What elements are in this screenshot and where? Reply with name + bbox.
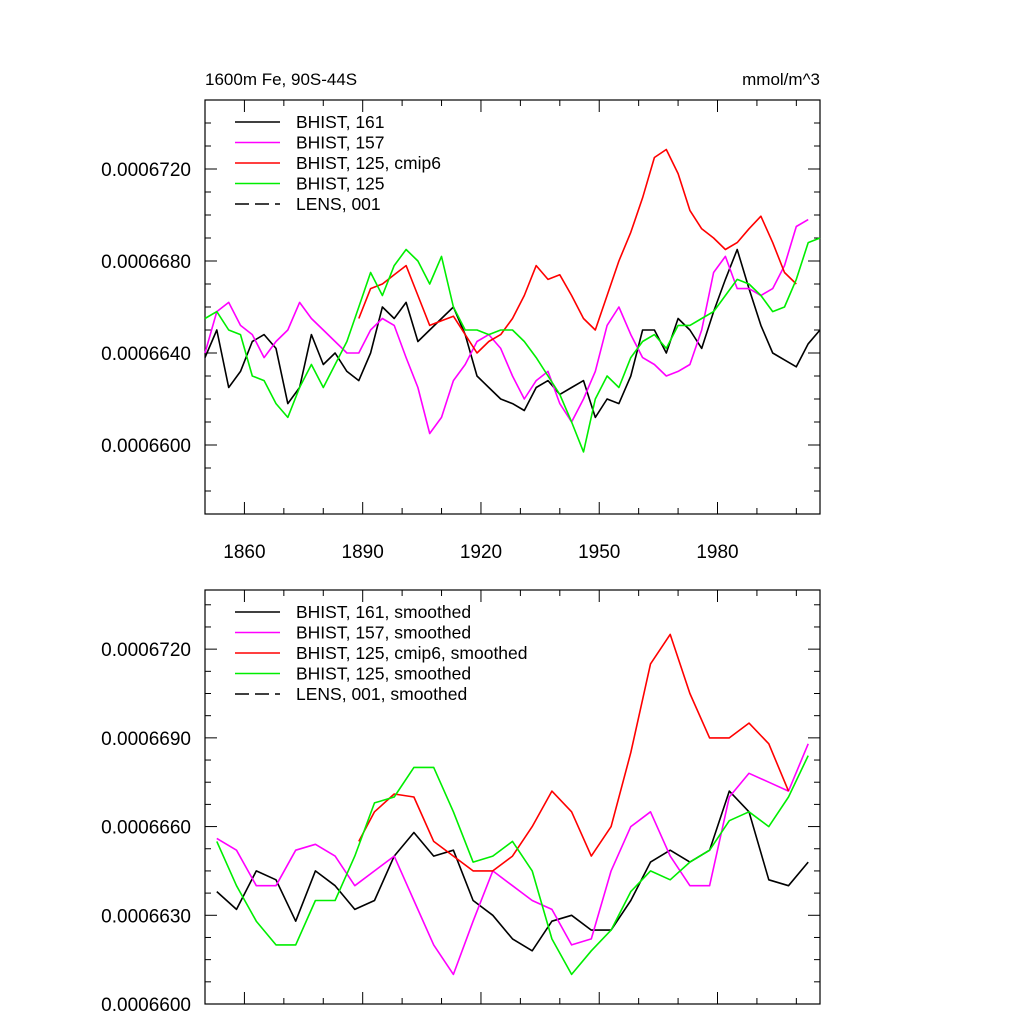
x-tick-label: 1890 <box>342 542 384 563</box>
x-tick-label: 1860 <box>223 542 265 563</box>
y-tick-label: 0.0006630 <box>101 906 191 927</box>
bottom-plot-frame <box>204 589 821 1005</box>
legend-label-1: BHIST, 157 <box>296 133 385 153</box>
y-tick-label: 0.0006690 <box>101 729 191 750</box>
top-panel: 1600m Fe, 90S-44S mmol/m^3 1860 1890 1920 1… <box>101 70 821 563</box>
legend-label-4: LENS, 001, smoothed <box>296 684 467 704</box>
legend-label-0: BHIST, 161 <box>296 112 385 132</box>
y-tick-label: 0.0006600 <box>101 995 191 1016</box>
y-tick-label: 0.0006720 <box>101 640 191 661</box>
series-line-3 <box>216 755 809 976</box>
series-line-2 <box>358 148 797 354</box>
series-line-3 <box>204 237 821 453</box>
legend-label-1: BHIST, 157, smoothed <box>296 623 471 643</box>
y-tick-label: 0.0006640 <box>101 344 191 365</box>
series-line-2 <box>358 633 790 872</box>
legend-label-2: BHIST, 125, cmip6, smoothed <box>296 643 528 663</box>
top-panel-series <box>204 148 821 453</box>
top-panel-units: mmol/m^3 <box>742 70 820 89</box>
series-line-0 <box>204 248 821 419</box>
series-line-0 <box>216 790 809 952</box>
x-tick-label: 1980 <box>696 542 738 563</box>
series-line-1 <box>204 218 809 435</box>
legend-label-2: BHIST, 125, cmip6 <box>296 153 441 173</box>
y-tick-label: 0.0006660 <box>101 818 191 839</box>
legend-label-0: BHIST, 161, smoothed <box>296 602 471 622</box>
y-tick-label: 0.0006680 <box>101 252 191 273</box>
y-tick-label: 0.0006720 <box>101 160 191 181</box>
bottom-panel: 0.0006600 0.0006630 0.0006660 0.0006690 0.00… <box>101 589 821 1016</box>
legend-label-4: LENS, 001 <box>296 194 381 214</box>
legend-label-3: BHIST, 125 <box>296 174 385 194</box>
top-panel-title: 1600m Fe, 90S-44S <box>205 70 357 89</box>
x-tick-label: 1950 <box>578 542 620 563</box>
bottom-panel-series <box>216 633 809 976</box>
top-panel-axes: 1860 1890 1920 1950 1980 0.0006600 0.0006640 0.… <box>101 99 820 563</box>
series-line-1 <box>216 743 809 976</box>
y-tick-label: 0.0006600 <box>101 436 191 457</box>
x-tick-label: 1920 <box>460 542 502 563</box>
legend-label-3: BHIST, 125, smoothed <box>296 664 471 684</box>
bottom-panel-axes: 0.0006600 0.0006630 0.0006660 0.0006690 0.00… <box>101 590 820 1016</box>
